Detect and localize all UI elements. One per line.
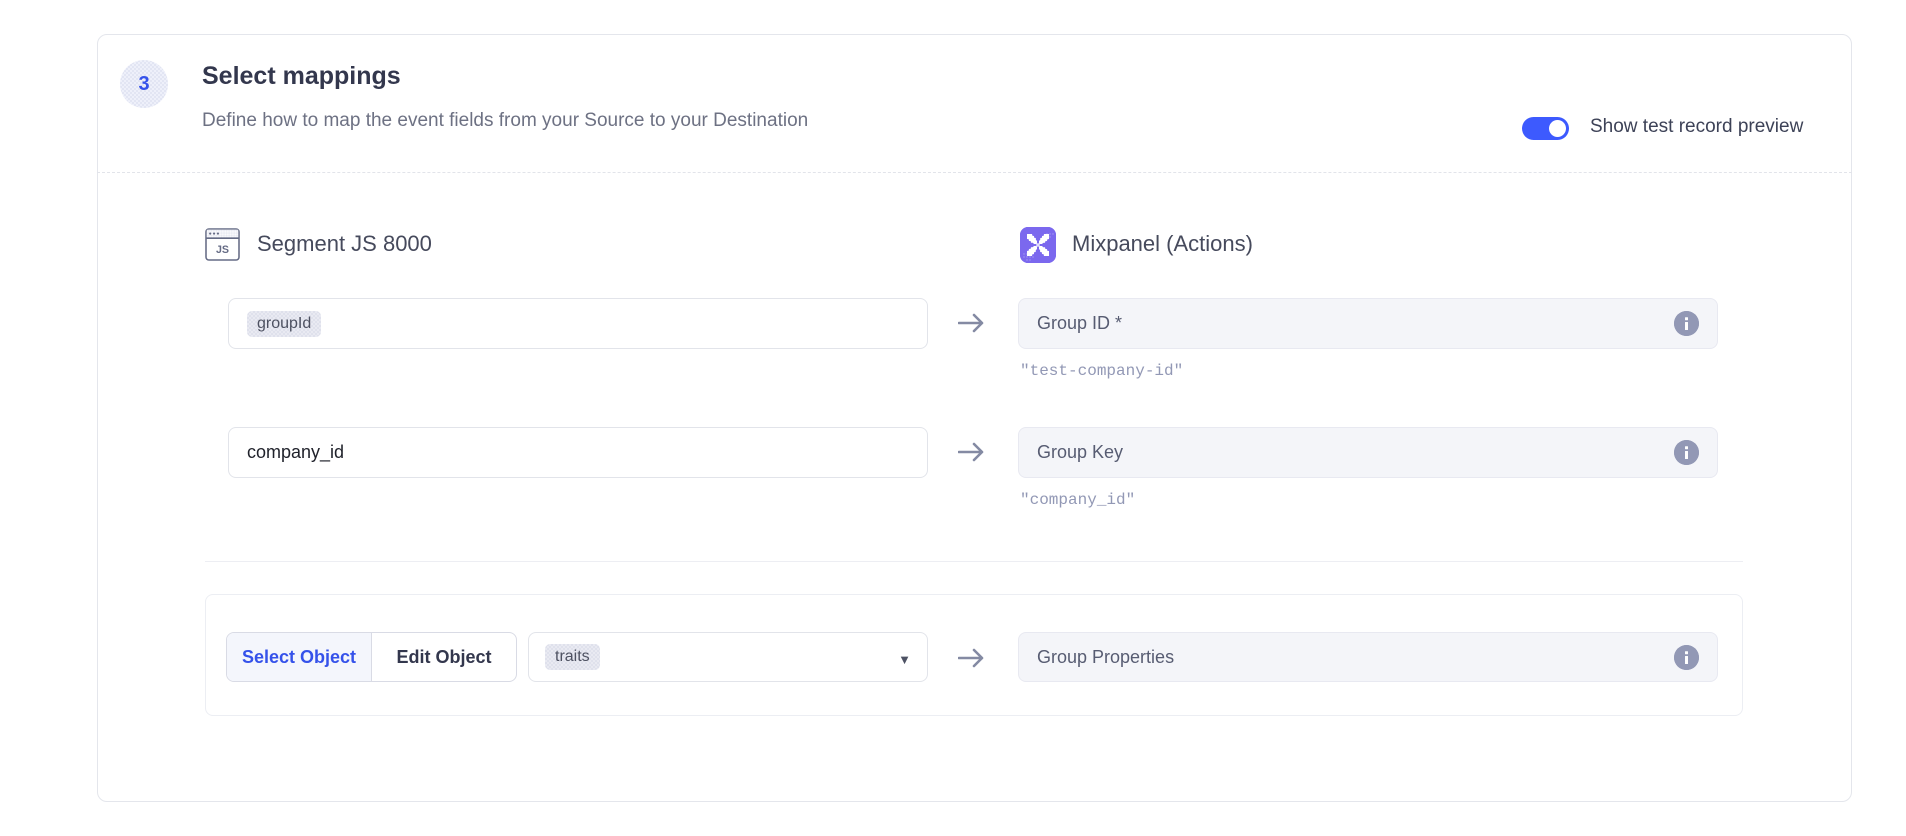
svg-text:JS: JS (216, 244, 229, 256)
